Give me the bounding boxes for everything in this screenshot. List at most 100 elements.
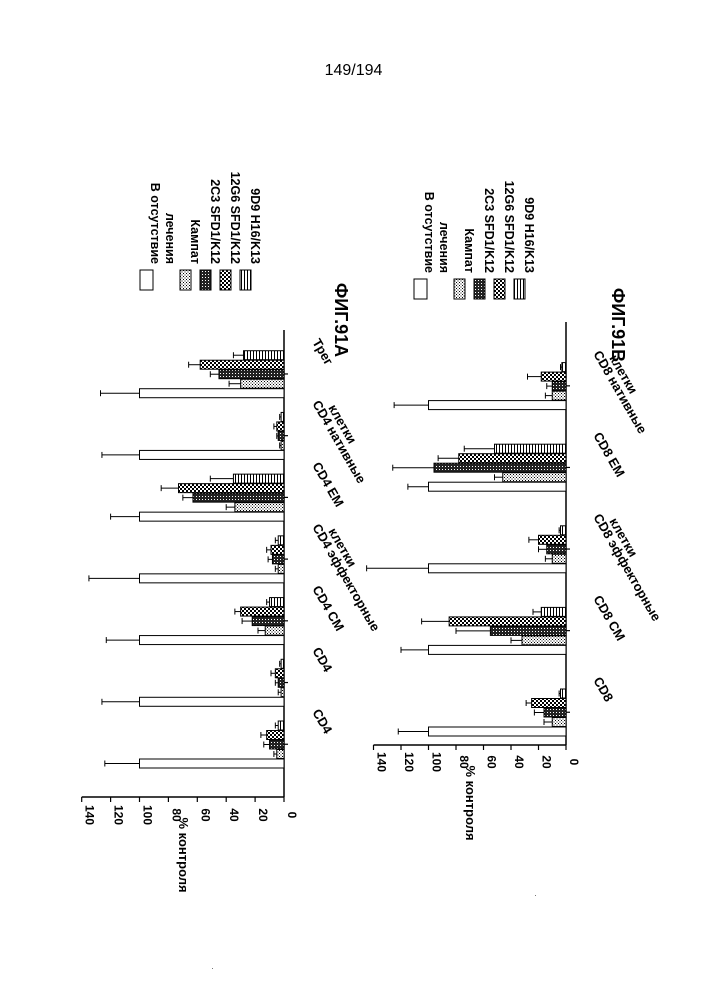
category-group-4 (394, 363, 566, 410)
bar-2c3-sfd1-k12-4 (552, 382, 566, 391)
legend-swatch-12g6 (220, 270, 231, 290)
category-label-0-0: CD8 (590, 674, 616, 704)
bar-9d9-h16-k13-1 (541, 607, 566, 616)
category-group-2 (367, 526, 566, 573)
bar-9d9-h16-k13-2 (270, 598, 284, 607)
bar-в-отсутствие-лечения-3 (140, 574, 285, 583)
bar-в-отсутствие-лечения-3 (429, 482, 567, 491)
legend-label-none-1: лечения (163, 213, 177, 264)
legend-swatch-campath (180, 270, 191, 290)
bar-2c3-sfd1-k12-4 (193, 493, 284, 502)
category-label-1-0: CD8 CM (590, 593, 628, 644)
bar-2c3-sfd1-k12-0 (544, 708, 566, 717)
legend-swatch-12g6 (494, 279, 505, 299)
bar-9d9-h16-k13-5 (281, 412, 284, 421)
bar-в-отсутствие-лечения-1 (140, 697, 285, 706)
bar-9d9-h16-k13-0 (561, 689, 567, 698)
bar-12g6-sfd1-k12-5 (277, 422, 284, 431)
bar-кампат-4 (235, 503, 284, 512)
bar-кампат-5 (281, 441, 284, 450)
tick-label-140: 140 (83, 805, 97, 825)
tick-label-0: 0 (285, 812, 299, 819)
bar-9d9-h16-k13-4 (233, 474, 284, 483)
legend-label-9d9-0: 9D9 H16/K13 (522, 197, 536, 273)
bar-в-отсутствие-лечения-2 (140, 636, 285, 645)
y-axis-label: % контроля (176, 817, 191, 892)
bar-в-отсутствие-лечения-5 (140, 450, 285, 459)
bar-12g6-sfd1-k12-6 (200, 360, 284, 369)
category-group-2 (106, 598, 284, 645)
bar-кампат-6 (241, 379, 284, 388)
category-group-4 (111, 474, 284, 521)
bar-кампат-0 (552, 718, 566, 727)
legend-swatch-campath (454, 279, 465, 299)
category-group-0 (398, 689, 566, 736)
tick-label-0: 0 (567, 759, 581, 766)
bar-в-отсутствие-лечения-2 (429, 564, 567, 573)
bar-2c3-sfd1-k12-3 (434, 463, 566, 472)
bar-9d9-h16-k13-0 (278, 721, 284, 730)
bar-2c3-sfd1-k12-1 (490, 626, 566, 635)
category-label-3-0: CD8 EM (590, 429, 628, 479)
bar-в-отсутствие-лечения-0 (140, 759, 285, 768)
bar-в-отсутствие-лечения-6 (140, 389, 285, 398)
bar-9d9-h16-k13-6 (244, 351, 284, 360)
bar-12g6-sfd1-k12-4 (179, 484, 284, 493)
tick-label-40: 40 (512, 755, 526, 769)
legend-swatch-9d9 (514, 279, 525, 299)
bar-12g6-sfd1-k12-0 (267, 731, 284, 740)
tick-label-140: 140 (375, 752, 389, 772)
bar-кампат-3 (503, 473, 566, 482)
legend-swatch-2c3 (200, 270, 211, 290)
legend-label-none-1: лечения (437, 222, 451, 273)
bar-9d9-h16-k13-2 (561, 526, 567, 535)
bar-в-отсутствие-лечения-4 (140, 512, 285, 521)
bar-12g6-sfd1-k12-1 (275, 669, 284, 678)
bar-2c3-sfd1-k12-1 (278, 678, 284, 687)
legend-swatch-9d9 (240, 270, 251, 290)
tick-label-100: 100 (430, 752, 444, 772)
chart-91a: 020406080100120140% контроляCD4CD4CD4 CM… (82, 172, 383, 893)
bar-кампат-2 (265, 626, 284, 635)
bar-2c3-sfd1-k12-0 (270, 740, 284, 749)
bar-12g6-sfd1-k12-0 (532, 699, 566, 708)
category-label-2-0: CD4 CM (309, 583, 347, 634)
y-axis-label: % контроля (463, 765, 478, 840)
figure-91: 020406080100120140% контроляCD4CD4CD4 CM… (0, 0, 707, 1000)
category-group-0 (105, 721, 284, 768)
tick-label-20: 20 (540, 755, 554, 769)
legend: В отсутствиелеченияКампат2C3 SFD1/K1212G… (414, 181, 536, 299)
tick-label-100: 100 (141, 805, 155, 825)
bar-2c3-sfd1-k12-5 (278, 431, 284, 440)
tick-label-120: 120 (112, 805, 126, 825)
category-label-1-0: CD4 (309, 645, 335, 676)
bar-2c3-sfd1-k12-3 (272, 555, 284, 564)
bar-9d9-h16-k13-4 (562, 363, 566, 372)
legend-label-2c3-0: 2C3 SFD1/K12 (208, 179, 222, 264)
chart-title: ФИГ.91В (608, 288, 628, 362)
bar-кампат-0 (277, 750, 284, 759)
chart-91b: 020406080100120140% контроляCD8CD8 CMCD8… (367, 181, 664, 841)
tick-label-60: 60 (198, 808, 212, 822)
bar-12g6-sfd1-k12-1 (449, 617, 566, 626)
category-label-0-0: CD4 (309, 706, 335, 737)
legend-swatch-2c3 (474, 279, 485, 299)
category-label-4-0: CD4 EM (309, 459, 347, 509)
legend-label-12g6-0: 12G6 SFD1/K12 (228, 172, 242, 264)
category-group-3 (393, 444, 566, 491)
legend: В отсутствиелеченияКампат2C3 SFD1/K1212G… (140, 172, 262, 290)
legend-label-none-0: В отсутствие (422, 192, 436, 273)
tick-label-20: 20 (256, 808, 270, 822)
bar-2c3-sfd1-k12-2 (547, 545, 566, 554)
bar-кампат-4 (552, 391, 566, 400)
bar-9d9-h16-k13-1 (281, 659, 284, 668)
tick-label-40: 40 (227, 808, 241, 822)
tick-label-120: 120 (402, 752, 416, 772)
category-group-1 (401, 607, 566, 654)
bar-кампат-3 (278, 564, 284, 573)
bar-кампат-1 (522, 636, 566, 645)
bar-12g6-sfd1-k12-3 (459, 454, 566, 463)
legend-label-none-0: В отсутствие (148, 183, 162, 264)
legend-label-campath-0: Кампат (462, 228, 476, 273)
bar-9d9-h16-k13-3 (278, 536, 284, 545)
